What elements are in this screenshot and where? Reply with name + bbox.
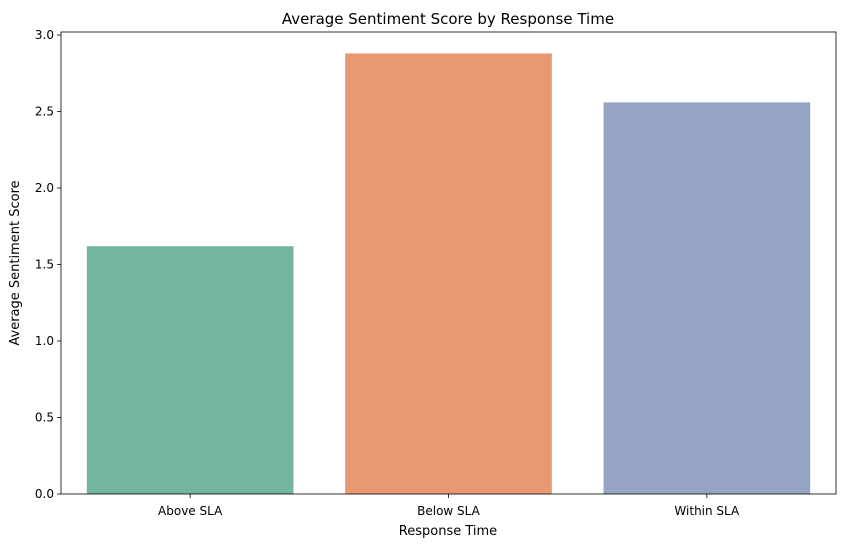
x-axis-label: Response Time bbox=[399, 524, 497, 539]
y-tick-label: 2.5 bbox=[35, 105, 54, 119]
x-tick-label: Within SLA bbox=[674, 504, 740, 518]
bar-within-sla bbox=[603, 102, 811, 495]
x-axis-ticks: Above SLA Below SLA Within SLA bbox=[158, 494, 740, 518]
chart-title: Average Sentiment Score by Response Time bbox=[282, 10, 614, 28]
y-tick-label: 0.5 bbox=[35, 411, 54, 425]
y-tick-label: 2.0 bbox=[35, 181, 54, 195]
y-axis-label: Average Sentiment Score bbox=[8, 180, 23, 345]
y-axis-ticks: 0.0 0.5 1.0 1.5 2.0 2.5 3.0 bbox=[35, 28, 61, 501]
x-tick-label: Below SLA bbox=[417, 504, 480, 518]
bars-group bbox=[86, 53, 811, 495]
bar-below-sla bbox=[345, 53, 552, 495]
x-tick-label: Above SLA bbox=[158, 504, 223, 518]
y-tick-label: 0.0 bbox=[35, 487, 54, 501]
plot-frame bbox=[60, 31, 837, 495]
y-tick-label: 3.0 bbox=[35, 28, 54, 42]
bar-above-sla bbox=[86, 246, 294, 494]
y-tick-label: 1.0 bbox=[35, 334, 54, 348]
y-tick-label: 1.5 bbox=[35, 258, 54, 272]
